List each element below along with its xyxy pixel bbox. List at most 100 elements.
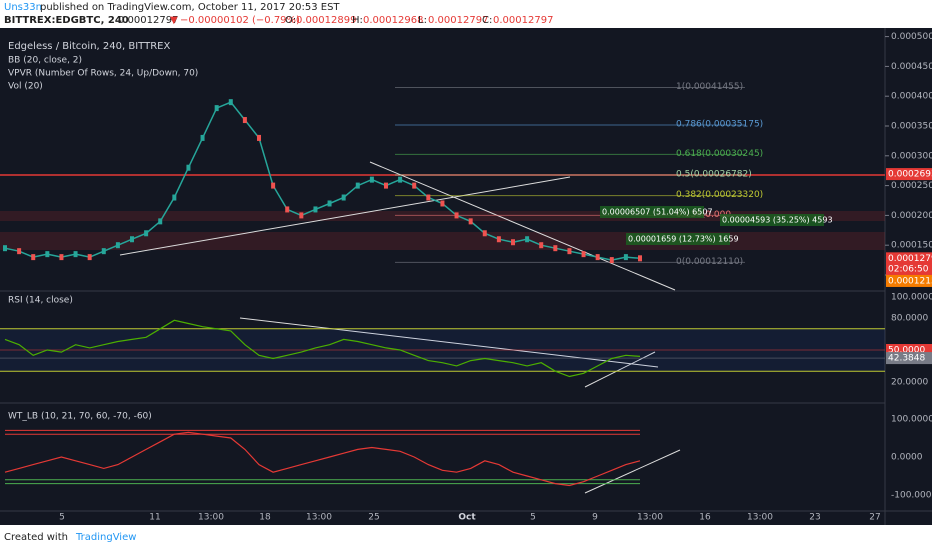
candle (130, 236, 134, 243)
rsi-tag-label: 50.0000 (888, 346, 925, 356)
measure-box (600, 206, 704, 218)
time-label: 25 (368, 513, 379, 523)
price-tag (886, 168, 932, 181)
quote-c_label: C: (482, 15, 492, 26)
price-tick-label: 0.00025000 (891, 181, 932, 191)
time-label: 11 (149, 513, 160, 523)
wt-line (4, 431, 641, 487)
time-label: 16 (699, 513, 711, 523)
footer-text: Created with (4, 532, 68, 543)
pane-title: RSI (14, close) (8, 296, 73, 306)
candle (45, 251, 50, 258)
candle (638, 255, 642, 262)
candle (525, 236, 530, 243)
candle (228, 99, 233, 106)
author[interactable]: Uns33n (4, 2, 42, 13)
trend-line (369, 161, 676, 291)
candle (299, 212, 304, 219)
measure-box (626, 233, 730, 245)
header (0, 0, 932, 28)
candle (101, 248, 106, 255)
price-tag (886, 252, 932, 265)
indicator-label: VPVR (Number Of Rows, 24, Up/Down, 70) (8, 69, 198, 79)
candle (623, 254, 628, 261)
time-label: 23 (809, 513, 820, 523)
price-tag (886, 263, 932, 276)
rsi-tick-label: 80.0000 (891, 314, 928, 324)
candle (384, 182, 388, 189)
candle (553, 245, 558, 252)
time-label: 9 (592, 513, 598, 523)
wt-tick-label: -100.0000 (891, 491, 932, 501)
time-label: 27 (869, 513, 880, 523)
price-tag-label: 02:06:50 (888, 265, 929, 275)
price-line (4, 101, 641, 261)
rsi-tag (886, 352, 932, 365)
time-label: 13:00 (747, 513, 773, 523)
price-tick-label: 0.00030000 (891, 151, 932, 161)
candle (214, 105, 219, 112)
wt-tick-label: 100.0000 (891, 415, 932, 425)
candle (482, 230, 487, 237)
price-tag (886, 274, 932, 287)
time-label: 13:00 (637, 513, 663, 523)
pane-title: Edgeless / Bitcoin, 240, BITTREX (8, 41, 170, 52)
candle (468, 218, 473, 225)
quote-l_label: L: (418, 15, 427, 26)
quote-last: 0.00012797 (118, 15, 178, 26)
price-tag-label: 0.00012157 (888, 276, 932, 286)
time-label: 13:00 (306, 513, 332, 523)
candle (87, 254, 92, 261)
candle (539, 242, 544, 249)
candle (595, 254, 600, 261)
time-label: Oct (458, 513, 476, 523)
candle (172, 194, 177, 201)
indicator-label: BB (20, close, 2) (8, 56, 82, 66)
candle (454, 212, 459, 219)
wt-tick-label: 0.0000 (891, 453, 923, 463)
fib-label: 0.786(0.00035175) (676, 119, 763, 129)
candle (186, 164, 191, 171)
pane-title: WT_LB (10, 21, 70, 60, -70, -60) (8, 412, 152, 422)
quote-o: 0.00012899 (296, 15, 356, 26)
quote-symbol: BITTREX:EDGBTC, 240 (4, 15, 129, 26)
time-label: 5 (530, 513, 536, 523)
quote-l: 0.00012797 (428, 15, 488, 26)
candle (440, 200, 445, 207)
time-label: 13:00 (198, 513, 224, 523)
candle (115, 242, 120, 249)
measure-box (720, 214, 824, 226)
quote-arrow: ▼ (170, 15, 178, 26)
candle (285, 206, 290, 213)
candle (313, 206, 318, 213)
rsi-tag-label: 42.3848 (888, 354, 925, 364)
published: published on TradingView.com, October 11… (40, 2, 340, 13)
price-tick-label: 0.00015000 (891, 241, 932, 251)
quote-h_label: H: (352, 15, 363, 26)
fib-label: 0.618(0.00030245) (676, 149, 763, 159)
chart-background (0, 28, 932, 525)
candle (59, 254, 64, 261)
trend-line (239, 317, 659, 368)
candle (257, 134, 261, 141)
candle (200, 134, 205, 141)
candle (327, 200, 332, 207)
candle (369, 176, 374, 183)
measure-label: 0.00004593 (35.25%) 4593 (722, 216, 833, 225)
measure-label: 0.00001659 (12.73%) 1659 (628, 235, 739, 244)
candle (511, 239, 515, 246)
fib-label: 0.382(0.00023320) (676, 190, 763, 200)
candle (73, 251, 78, 258)
candle (426, 194, 431, 201)
candle (398, 176, 403, 183)
candle (412, 182, 417, 189)
candle (3, 245, 7, 252)
footer-brand[interactable]: TradingView (75, 532, 136, 543)
quote-change: −0.00000102 (−0.79%) (180, 15, 300, 26)
quote-o_label: O: (285, 15, 296, 26)
candle (355, 182, 360, 189)
rsi-tick-label: 100.0000 (891, 293, 932, 303)
